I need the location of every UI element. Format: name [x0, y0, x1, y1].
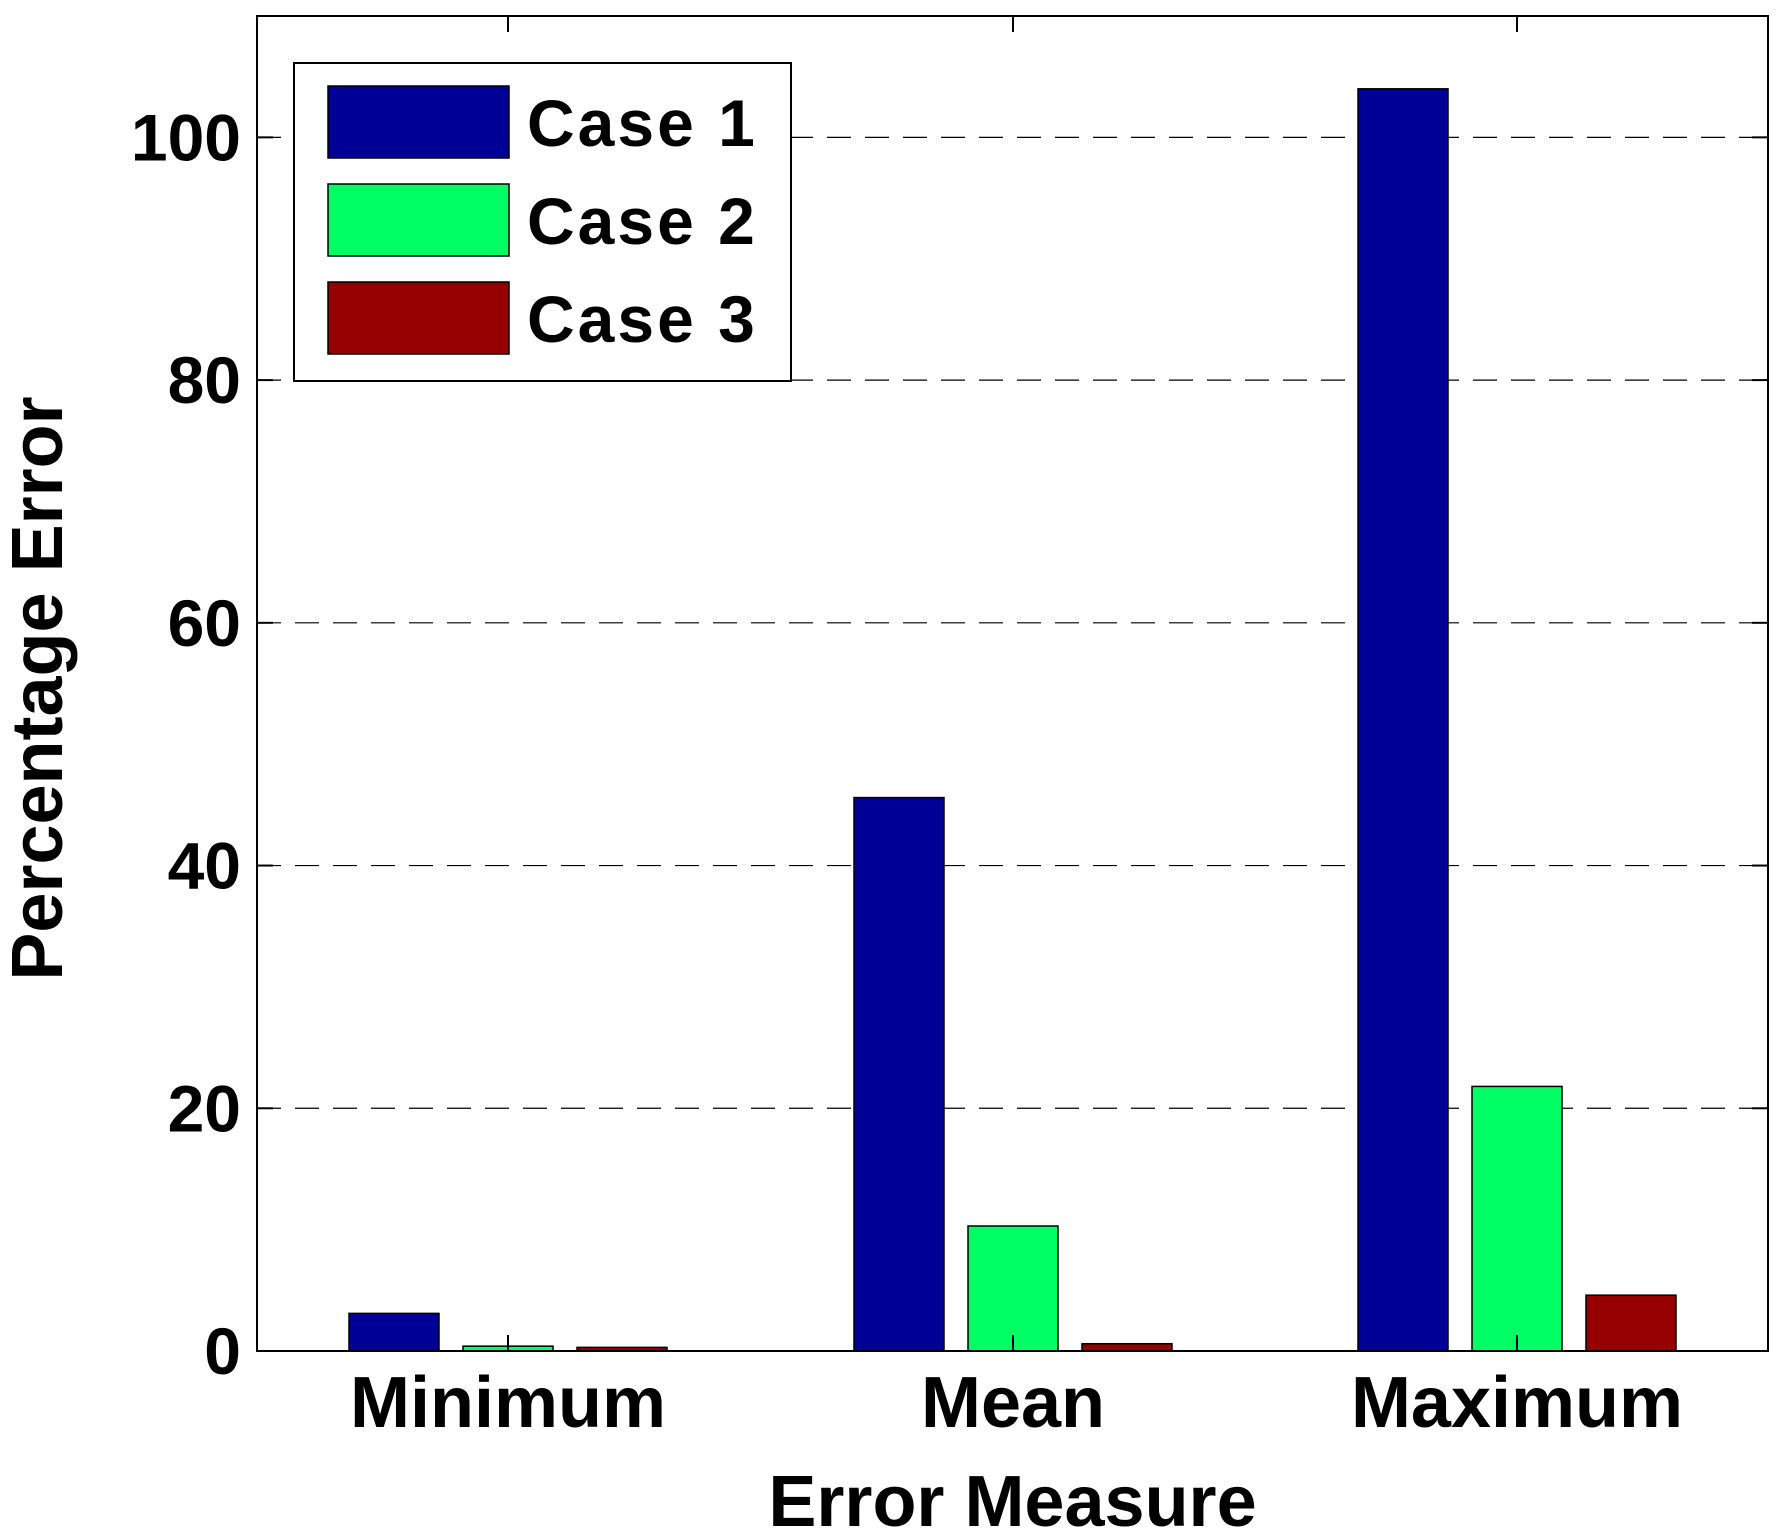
- legend-label: Case 1: [527, 86, 758, 160]
- legend: Case 1 Case 2 Case 3: [293, 62, 792, 382]
- y-tick-label: 40: [168, 829, 241, 903]
- y-tick-label: 100: [131, 100, 241, 174]
- legend-swatch: [327, 85, 510, 159]
- y-tick-label: 0: [204, 1314, 241, 1388]
- x-tick-label: Minimum: [350, 1363, 666, 1443]
- y-axis-title: Percentage Error: [0, 396, 78, 980]
- x-tick-label: Maximum: [1351, 1363, 1683, 1443]
- y-tick-label: 80: [168, 343, 241, 417]
- bar-case-1-mean: [853, 796, 945, 1352]
- y-tick-label: 20: [168, 1071, 241, 1145]
- bars: [348, 88, 1677, 1352]
- axis-ticks: [257, 16, 1768, 1352]
- legend-label: Case 3: [527, 282, 758, 356]
- x-axis-title: Error Measure: [768, 1462, 1256, 1540]
- bar-case-3-maximum: [1585, 1294, 1677, 1352]
- bar-case-2-maximum: [1471, 1085, 1563, 1352]
- bar-case-1-minimum: [348, 1312, 440, 1352]
- x-axis-tick-labels: Minimum Mean Maximum: [350, 1363, 1683, 1443]
- legend-swatch: [327, 183, 510, 257]
- x-tick-label: Mean: [921, 1363, 1105, 1443]
- y-tick-label: 60: [168, 586, 241, 660]
- bar-case-2-mean: [967, 1225, 1059, 1352]
- legend-swatch: [327, 281, 510, 355]
- y-axis-tick-labels: 0 20 40 60 80 100: [131, 100, 241, 1388]
- bar-case-3-mean: [1081, 1342, 1173, 1352]
- bar-case-1-maximum: [1357, 88, 1449, 1352]
- legend-label: Case 2: [527, 184, 758, 258]
